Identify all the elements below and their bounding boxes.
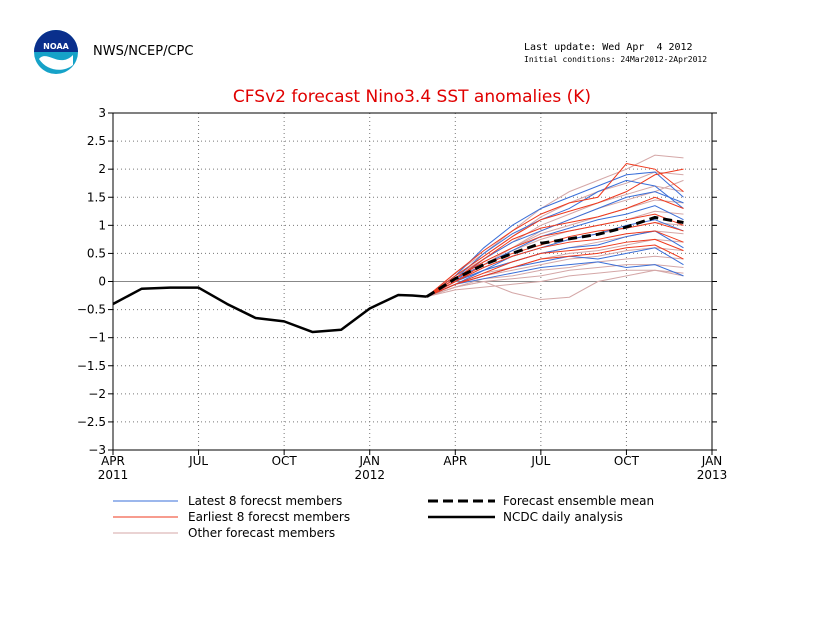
x-tick-label: APR bbox=[443, 454, 467, 468]
update-info: Last update: Wed Apr 4 2012 Initial cond… bbox=[524, 42, 707, 66]
other-member-line bbox=[426, 269, 684, 300]
y-tick-label: −1.5 bbox=[77, 359, 106, 373]
y-tick-label: 3 bbox=[98, 106, 106, 120]
forecast-members bbox=[426, 154, 684, 300]
main-lines bbox=[112, 215, 684, 334]
x-tick-label: JAN bbox=[358, 454, 380, 468]
earliest-member-line bbox=[426, 163, 684, 298]
last-update-text: Last update: Wed Apr 4 2012 bbox=[524, 42, 693, 53]
x-tick-label: OCT bbox=[614, 454, 640, 468]
x-tick-label: JUL bbox=[188, 454, 208, 468]
other-member-line bbox=[426, 238, 684, 298]
x-tick-label: JAN bbox=[701, 454, 723, 468]
y-tick-label: 2.5 bbox=[87, 134, 106, 148]
earliest-member-line bbox=[426, 168, 684, 298]
y-tick-label: −0.5 bbox=[77, 303, 106, 317]
earliest-member-line bbox=[426, 238, 684, 298]
y-tick-label: 1.5 bbox=[87, 190, 106, 204]
legend-label-earliest: Earliest 8 forecst members bbox=[188, 510, 350, 524]
y-tick-label: −1 bbox=[88, 331, 106, 345]
x-tick-year: 2012 bbox=[354, 468, 385, 482]
other-member-line bbox=[426, 255, 684, 298]
legend-label-mean: Forecast ensemble mean bbox=[503, 494, 654, 508]
y-tick-label: 2 bbox=[98, 162, 106, 176]
y-tick-label: 0.5 bbox=[87, 246, 106, 260]
y-tick-label: −3 bbox=[88, 443, 106, 457]
y-tick-label: −2 bbox=[88, 387, 106, 401]
earliest-member-line bbox=[426, 244, 684, 298]
noaa-logo: NOAA bbox=[33, 29, 79, 75]
x-tick-year: 2013 bbox=[697, 468, 728, 482]
latest-member-line bbox=[426, 230, 684, 298]
chart-title: CFSv2 forecast Nino3.4 SST anomalies (K) bbox=[233, 87, 591, 107]
earliest-member-line bbox=[426, 196, 684, 298]
y-tick-label: −2.5 bbox=[77, 415, 106, 429]
x-tick-label: APR bbox=[101, 454, 125, 468]
ensemble-mean-line bbox=[425, 215, 684, 298]
legend-label-observed: NCDC daily analysis bbox=[503, 510, 623, 524]
earliest-member-line bbox=[426, 230, 684, 298]
legend-label-latest: Latest 8 forecst members bbox=[188, 494, 342, 508]
x-tick-label: JUL bbox=[530, 454, 550, 468]
y-tick-label: 1 bbox=[98, 218, 106, 232]
legend-label-other: Other forecast members bbox=[188, 526, 335, 540]
x-tick-label: OCT bbox=[272, 454, 298, 468]
legend: Latest 8 forecst members Earliest 8 forec… bbox=[113, 494, 654, 540]
observed-line bbox=[112, 286, 427, 334]
svg-text:NOAA: NOAA bbox=[43, 42, 69, 51]
axes: −3−2.5−2−1.5−1−0.500.511.522.53APR2011JU… bbox=[77, 106, 727, 482]
plot-frame bbox=[112, 112, 713, 451]
other-member-line bbox=[426, 269, 684, 298]
other-member-line bbox=[426, 154, 684, 298]
x-tick-year: 2011 bbox=[98, 468, 129, 482]
y-tick-label: 0 bbox=[98, 275, 106, 289]
grid bbox=[113, 113, 712, 450]
latest-member-line bbox=[426, 261, 684, 298]
agency-label: NWS/NCEP/CPC bbox=[93, 44, 194, 59]
initial-conditions-text: Initial conditions: 24Mar2012-2Apr2012 bbox=[524, 55, 708, 64]
other-member-line bbox=[426, 185, 684, 298]
